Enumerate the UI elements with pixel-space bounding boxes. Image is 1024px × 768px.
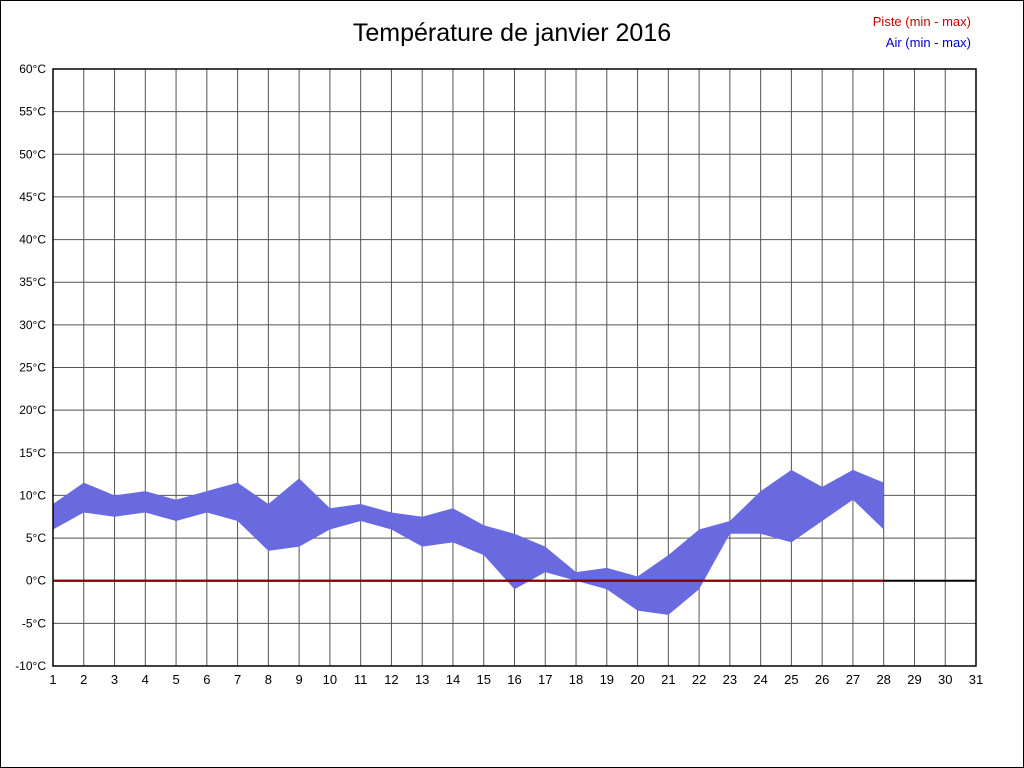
x-tick-label: 23 <box>723 672 737 687</box>
x-tick-label: 16 <box>507 672 521 687</box>
x-tick-label: 31 <box>969 672 983 687</box>
x-tick-label: 29 <box>907 672 921 687</box>
x-tick-label: 25 <box>784 672 798 687</box>
x-tick-label: 1 <box>49 672 56 687</box>
y-tick-label: 35°C <box>19 275 46 289</box>
y-tick-label: 5°C <box>26 531 46 545</box>
x-tick-label: 17 <box>538 672 552 687</box>
y-tick-label: 15°C <box>19 446 46 460</box>
air-minmax-band <box>53 469 884 615</box>
legend-air-label: Air (min - max) <box>885 35 971 50</box>
x-tick-label: 21 <box>661 672 675 687</box>
x-tick-label: 30 <box>938 672 952 687</box>
y-tick-label: -5°C <box>22 616 46 630</box>
x-tick-label: 18 <box>569 672 583 687</box>
y-tick-label: -10°C <box>15 659 46 673</box>
y-tick-label: 20°C <box>19 403 46 417</box>
x-tick-label: 20 <box>630 672 644 687</box>
x-tick-label: 8 <box>265 672 272 687</box>
x-tick-label: 5 <box>172 672 179 687</box>
x-tick-label: 7 <box>234 672 241 687</box>
y-tick-label: 30°C <box>19 318 46 332</box>
x-tick-label: 10 <box>323 672 337 687</box>
x-tick-label: 14 <box>446 672 460 687</box>
x-tick-label: 22 <box>692 672 706 687</box>
x-tick-label: 9 <box>296 672 303 687</box>
x-tick-label: 15 <box>476 672 490 687</box>
x-tick-label: 11 <box>354 672 368 687</box>
plot-border <box>52 68 977 667</box>
y-tick-label: 25°C <box>19 361 46 375</box>
x-tick-label: 3 <box>111 672 118 687</box>
x-tick-label: 19 <box>600 672 614 687</box>
chart-title: Température de janvier 2016 <box>352 19 672 47</box>
x-tick-label: 4 <box>142 672 149 687</box>
y-tick-label: 60°C <box>19 62 46 76</box>
x-tick-label: 13 <box>415 672 429 687</box>
y-tick-label: 55°C <box>19 105 46 119</box>
x-tick-label: 28 <box>876 672 890 687</box>
y-tick-label: 45°C <box>19 190 46 204</box>
x-tick-label: 6 <box>203 672 210 687</box>
y-tick-label: 50°C <box>19 147 46 161</box>
chart-legend: Piste (min - max) Air (min - max) <box>873 11 971 53</box>
x-tick-label: 24 <box>753 672 767 687</box>
y-tick-label: 0°C <box>26 574 46 588</box>
x-tick-label: 26 <box>815 672 829 687</box>
y-tick-label: 10°C <box>19 488 46 502</box>
x-tick-label: 2 <box>80 672 87 687</box>
y-tick-label: 40°C <box>19 233 46 247</box>
legend-piste-label: Piste (min - max) <box>872 14 971 29</box>
x-tick-label: 27 <box>846 672 860 687</box>
x-tick-label: 12 <box>384 672 398 687</box>
